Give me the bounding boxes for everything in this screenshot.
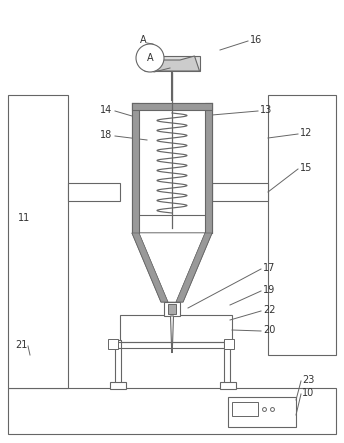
Text: 15: 15 (300, 163, 312, 173)
Text: 13: 13 (260, 105, 272, 115)
Bar (228, 397, 296, 427)
Bar (8, 388, 336, 434)
Polygon shape (176, 233, 212, 302)
Bar (68, 183, 120, 201)
Text: 19: 19 (263, 285, 275, 295)
Bar (108, 339, 118, 349)
Bar (164, 302, 180, 316)
Bar (212, 183, 268, 201)
Text: 12: 12 (300, 128, 312, 138)
Bar (8, 95, 68, 388)
Text: 17: 17 (263, 263, 276, 273)
Polygon shape (144, 56, 200, 71)
Circle shape (136, 44, 164, 72)
Polygon shape (139, 233, 205, 302)
Text: 11: 11 (18, 213, 30, 223)
Bar (139, 110, 205, 233)
Bar (224, 340, 230, 385)
Bar (168, 304, 176, 314)
Bar (132, 103, 139, 233)
Polygon shape (132, 233, 168, 302)
Text: 22: 22 (263, 305, 276, 315)
Bar (268, 95, 336, 355)
Text: 23: 23 (302, 375, 314, 385)
Text: 21: 21 (15, 340, 28, 350)
Polygon shape (171, 316, 173, 353)
Text: A: A (147, 53, 153, 63)
Text: A: A (140, 35, 147, 45)
Text: 10: 10 (302, 388, 314, 398)
Bar (220, 382, 236, 389)
Text: 14: 14 (100, 105, 112, 115)
Text: 20: 20 (263, 325, 276, 335)
Bar (132, 103, 212, 110)
Polygon shape (132, 233, 212, 302)
Bar (120, 315, 232, 342)
Bar (144, 56, 200, 71)
Bar (110, 382, 126, 389)
Bar (115, 340, 121, 385)
Bar (205, 103, 212, 233)
Bar (232, 402, 258, 416)
Bar (224, 339, 234, 349)
Text: 18: 18 (100, 130, 112, 140)
Text: 16: 16 (250, 35, 262, 45)
